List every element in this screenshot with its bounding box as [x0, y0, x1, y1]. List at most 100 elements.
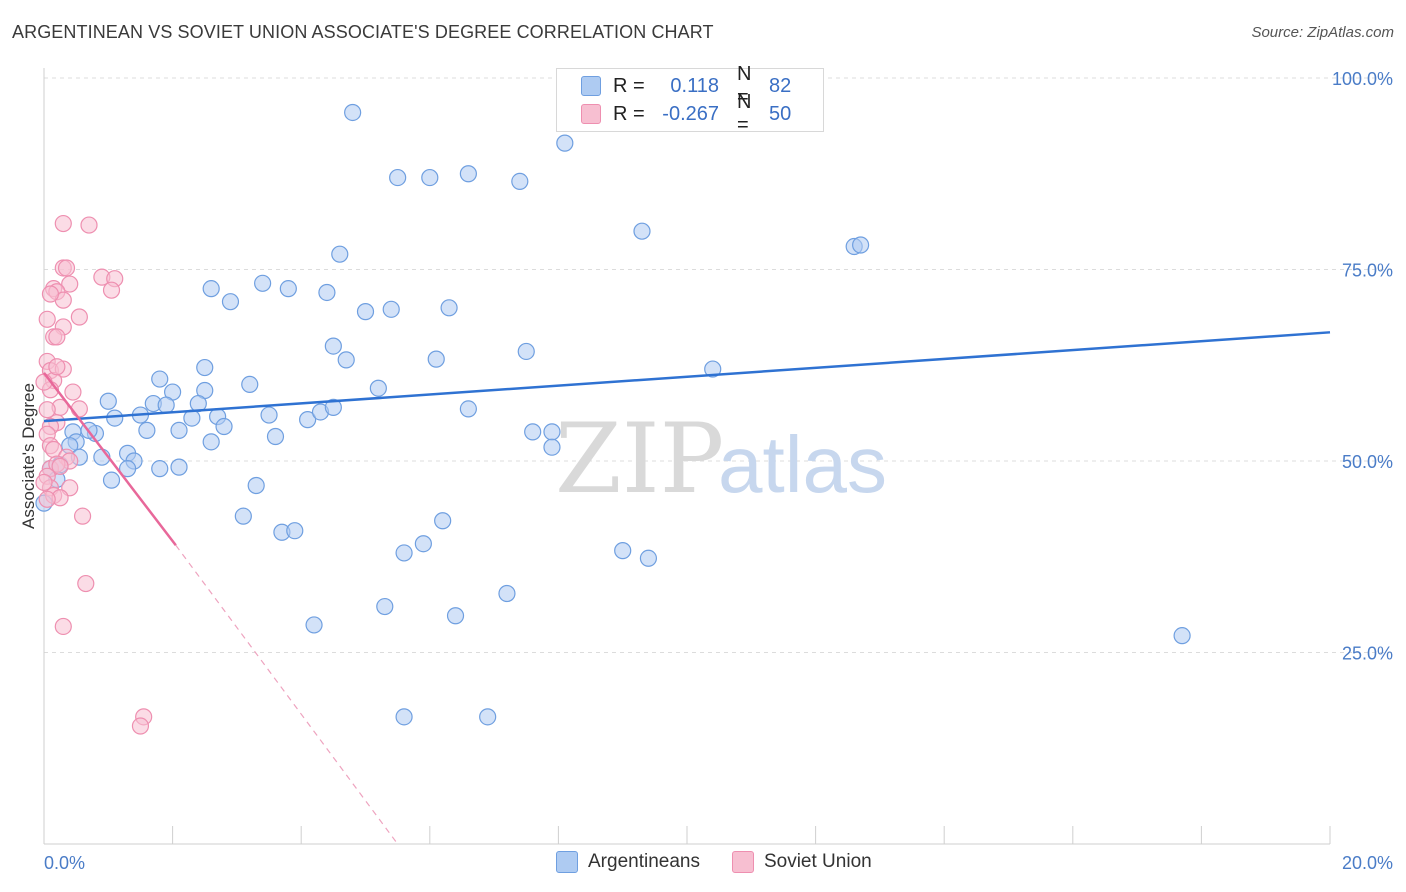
data-point — [54, 617, 72, 636]
data-point — [73, 507, 92, 525]
data-point — [434, 512, 452, 530]
data-point — [99, 392, 117, 410]
data-point — [131, 717, 150, 735]
data-point — [61, 275, 79, 293]
data-point — [170, 421, 188, 439]
data-point — [266, 427, 285, 446]
data-point — [151, 460, 169, 478]
axes — [43, 68, 1331, 845]
data-point — [704, 360, 722, 378]
data-point — [389, 168, 407, 187]
y-tick-label: 50.0% — [1342, 452, 1393, 472]
legend-label-soviet-union: Soviet Union — [763, 851, 872, 872]
x-tick-label: 0.0% — [44, 853, 85, 873]
data-point — [376, 597, 394, 616]
data-point — [138, 421, 156, 439]
watermark: ZIP atlas — [555, 403, 887, 515]
x-tick-labels: 0.0% 20.0% — [44, 853, 1393, 873]
y-tick-label: 75.0% — [1342, 261, 1393, 281]
data-point — [356, 303, 375, 321]
legend-n-value: 82 — [769, 74, 792, 97]
data-point — [614, 542, 632, 560]
x-tick-label: 20.0% — [1342, 853, 1393, 873]
y-tick-label: 25.0% — [1342, 644, 1393, 664]
data-point — [279, 280, 297, 298]
data-point — [459, 165, 477, 183]
data-point — [57, 259, 76, 277]
data-point — [479, 708, 497, 726]
legend-swatch-argentineans — [581, 76, 601, 96]
legend-r-value: -0.267 — [662, 102, 719, 125]
stats-legend: R = 0.118 N = 82 R = -0.267 N = 50 — [556, 63, 824, 136]
legend-item-soviet-union[interactable]: Soviet Union — [731, 851, 872, 873]
legend-r-label: R = — [613, 74, 645, 97]
data-point — [324, 337, 342, 355]
legend-r-value: 0.118 — [670, 74, 719, 97]
legend-swatch-argentineans — [556, 851, 578, 873]
data-point — [286, 522, 304, 540]
y-axis-label: Associate's Degree — [19, 383, 38, 529]
data-point — [254, 274, 272, 292]
legend-n-label: N = — [737, 63, 752, 108]
data-point — [337, 351, 355, 369]
legend-row-soviet-union: R = -0.267 N = 50 — [581, 91, 792, 136]
data-point — [157, 396, 175, 414]
grid — [44, 77, 1392, 653]
legend-row-argentineans: R = 0.118 N = 82 — [581, 63, 792, 108]
watermark-atlas: atlas — [718, 420, 887, 509]
legend-n-value: 50 — [769, 102, 792, 125]
legend-label-argentineans: Argentineans — [588, 851, 700, 872]
data-point — [556, 134, 574, 152]
legend-swatch-soviet-union — [581, 104, 601, 124]
data-point — [48, 358, 66, 376]
series-legend: Argentineans Soviet Union — [556, 851, 904, 873]
data-point — [517, 342, 535, 361]
data-point — [38, 490, 56, 508]
data-point — [382, 300, 400, 318]
y-tick-labels: 25.0% 50.0% 75.0% 100.0% — [1332, 69, 1393, 664]
data-point — [196, 358, 214, 377]
data-point — [215, 417, 233, 436]
data-point — [395, 708, 413, 726]
data-point — [318, 283, 336, 302]
data-point — [344, 103, 362, 122]
data-point — [633, 222, 651, 240]
data-point — [41, 285, 60, 303]
data-point — [70, 400, 88, 418]
data-point — [202, 280, 220, 298]
data-point — [498, 584, 516, 603]
trend-line-argentineans — [43, 331, 1331, 423]
data-point — [106, 409, 124, 427]
data-point — [446, 607, 465, 625]
data-point — [524, 423, 542, 441]
legend-swatch-soviet-union — [731, 851, 754, 873]
data-point — [48, 328, 66, 346]
data-points — [35, 103, 1191, 735]
data-point — [70, 308, 88, 326]
data-point — [170, 458, 188, 476]
watermark-zip: ZIP — [555, 403, 724, 515]
data-point — [151, 370, 169, 388]
legend-n-label: N = — [737, 91, 752, 136]
legend-r-label: R = — [613, 102, 645, 125]
trend-lines — [43, 331, 1331, 845]
data-point — [331, 245, 349, 263]
data-point — [38, 401, 56, 419]
data-point — [80, 216, 98, 234]
data-point — [440, 299, 458, 317]
legend-item-argentineans[interactable]: Argentineans — [556, 851, 700, 873]
data-point — [260, 406, 278, 424]
data-point — [324, 398, 342, 416]
data-point — [35, 473, 53, 492]
data-point — [459, 400, 477, 418]
chart-title: ARGENTINEAN VS SOVIET UNION ASSOCIATE'S … — [12, 22, 714, 42]
data-point — [118, 460, 137, 478]
data-point — [77, 574, 95, 593]
data-point — [1173, 627, 1191, 645]
data-point — [38, 310, 56, 328]
data-point — [54, 214, 72, 233]
data-point — [639, 549, 658, 567]
data-point — [102, 471, 121, 489]
data-point — [234, 507, 252, 525]
